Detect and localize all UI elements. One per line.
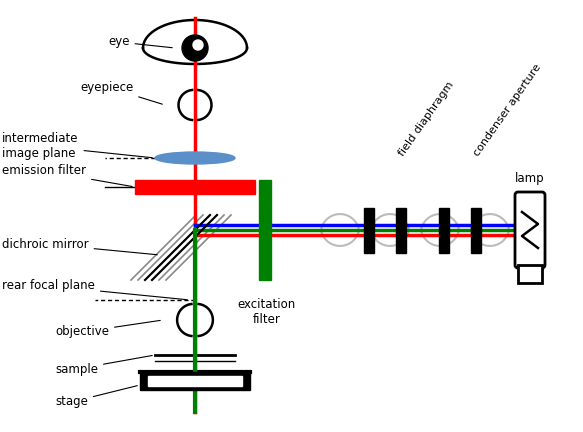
- Text: intermediate
image plane: intermediate image plane: [2, 132, 152, 160]
- Text: emission filter: emission filter: [2, 165, 132, 187]
- Circle shape: [193, 40, 203, 50]
- Bar: [471, 207, 481, 252]
- Text: objective: objective: [55, 321, 160, 339]
- Bar: [140, 372, 250, 390]
- Bar: [259, 180, 271, 280]
- Text: dichroic mirror: dichroic mirror: [2, 238, 157, 255]
- Text: eye: eye: [108, 35, 172, 48]
- Text: excitation
filter: excitation filter: [238, 298, 296, 326]
- Text: stage: stage: [55, 386, 138, 409]
- Bar: [518, 265, 542, 283]
- Text: sample: sample: [55, 356, 152, 375]
- Bar: [148, 376, 242, 386]
- Bar: [396, 207, 406, 252]
- Ellipse shape: [155, 152, 235, 164]
- Text: condenser aperture: condenser aperture: [472, 62, 543, 158]
- FancyBboxPatch shape: [515, 192, 545, 268]
- Text: lamp: lamp: [515, 172, 545, 185]
- Bar: [439, 207, 449, 252]
- Text: field diaphragm: field diaphragm: [397, 80, 456, 158]
- Circle shape: [182, 35, 208, 61]
- Text: rear focal plane: rear focal plane: [2, 280, 187, 300]
- Bar: [364, 207, 374, 252]
- Bar: [135, 180, 255, 194]
- Text: eyepiece: eyepiece: [80, 80, 162, 104]
